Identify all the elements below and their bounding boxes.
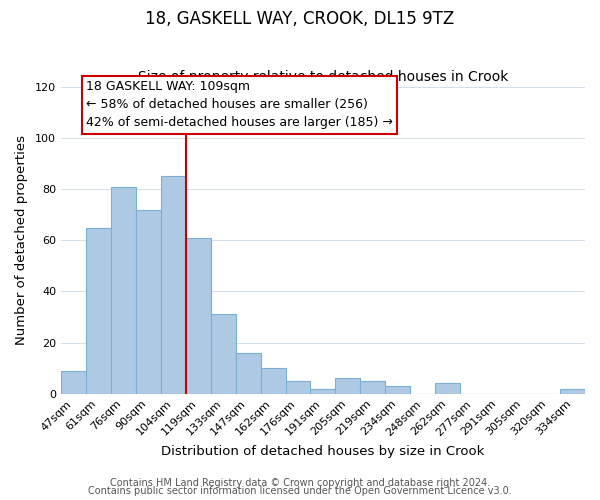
Bar: [361, 381, 385, 394]
Y-axis label: Number of detached properties: Number of detached properties: [15, 136, 28, 346]
Text: 18 GASKELL WAY: 109sqm
← 58% of detached houses are smaller (256)
42% of semi-de: 18 GASKELL WAY: 109sqm ← 58% of detached…: [86, 80, 393, 130]
Bar: [335, 378, 361, 394]
Bar: [435, 384, 460, 394]
Bar: [211, 314, 236, 394]
Bar: [186, 238, 211, 394]
Bar: [286, 381, 310, 394]
Bar: [385, 386, 410, 394]
Title: Size of property relative to detached houses in Crook: Size of property relative to detached ho…: [138, 70, 508, 85]
Bar: [111, 186, 136, 394]
Bar: [236, 353, 260, 394]
X-axis label: Distribution of detached houses by size in Crook: Distribution of detached houses by size …: [161, 444, 485, 458]
Bar: [86, 228, 111, 394]
Bar: [136, 210, 161, 394]
Bar: [560, 388, 585, 394]
Bar: [310, 388, 335, 394]
Text: Contains HM Land Registry data © Crown copyright and database right 2024.: Contains HM Land Registry data © Crown c…: [110, 478, 490, 488]
Bar: [161, 176, 186, 394]
Text: 18, GASKELL WAY, CROOK, DL15 9TZ: 18, GASKELL WAY, CROOK, DL15 9TZ: [145, 10, 455, 28]
Text: Contains public sector information licensed under the Open Government Licence v3: Contains public sector information licen…: [88, 486, 512, 496]
Bar: [260, 368, 286, 394]
Bar: [61, 370, 86, 394]
